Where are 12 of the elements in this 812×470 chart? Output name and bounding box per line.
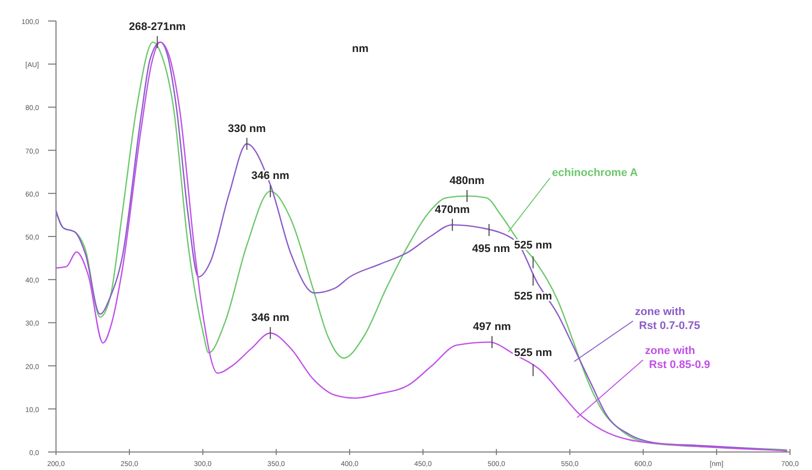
text: zone with Rst 0.85-0.9	[645, 345, 710, 371]
annotation: 495 nm	[472, 243, 510, 256]
text: echinochrome A	[552, 167, 638, 179]
annotation: 470nm	[434, 204, 470, 216]
annotation: nm	[352, 43, 369, 55]
annotation: 525 nm	[514, 347, 552, 360]
text: zone with Rst 0.7-0.75	[635, 306, 700, 332]
annotation: 268-271nm	[128, 21, 186, 34]
annotation: 497 nm	[473, 321, 512, 334]
annotation: 330 nm	[228, 122, 266, 135]
annotation: 480nm	[450, 174, 485, 187]
annotation: 346 nm	[251, 312, 290, 324]
